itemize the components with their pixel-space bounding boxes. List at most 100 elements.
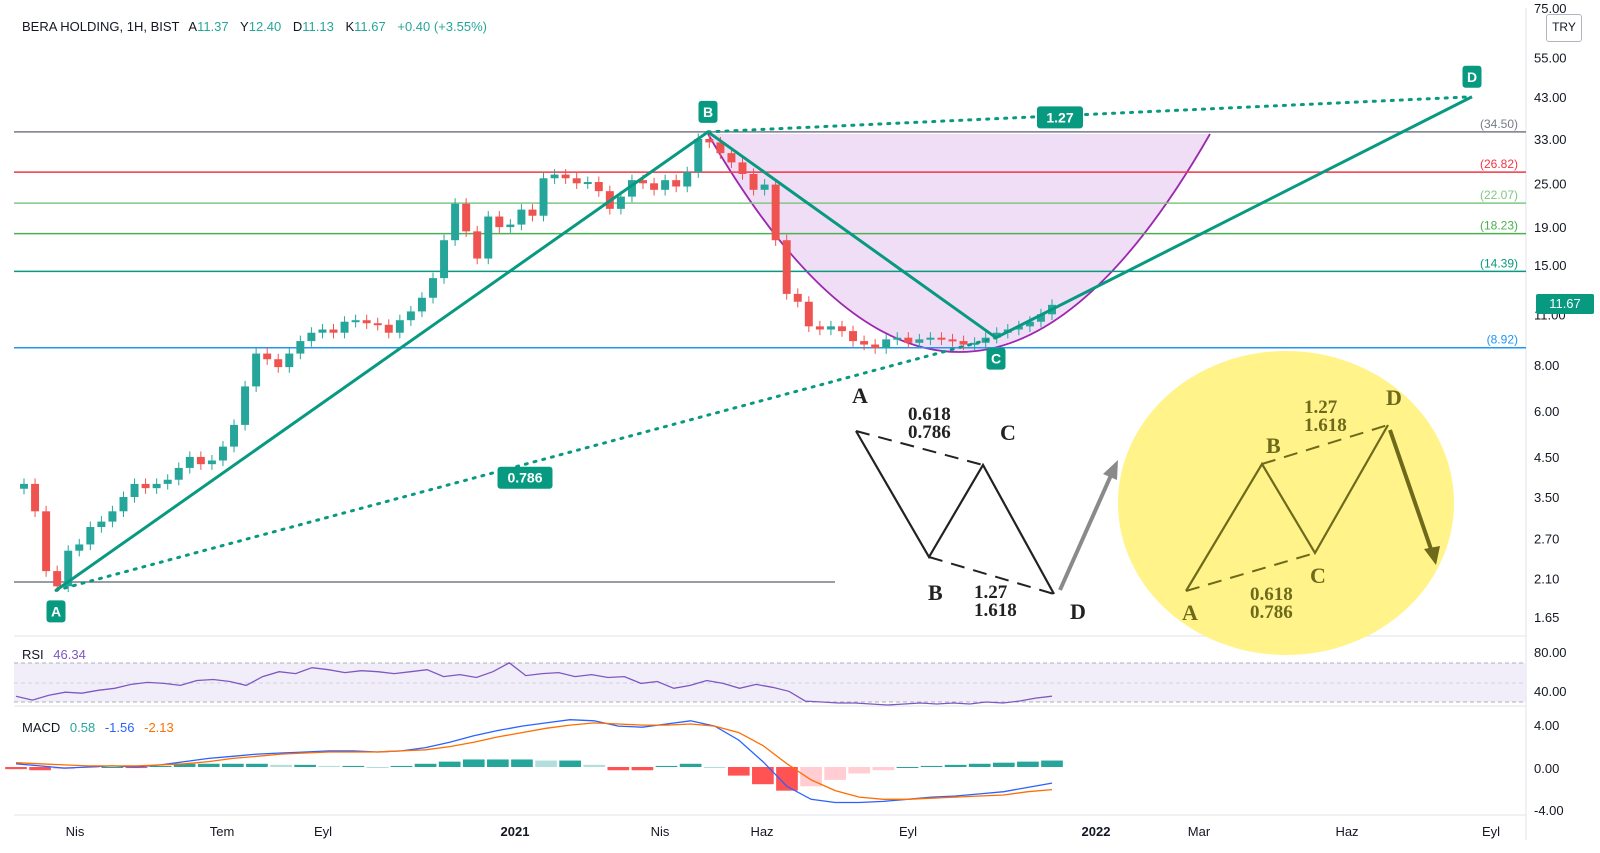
candle-body (716, 142, 725, 154)
x-tick-label: Eyl (899, 824, 917, 839)
fib-level-label: (26.82) (1480, 157, 1518, 171)
currency-box[interactable]: TRY (1546, 14, 1582, 42)
macd-histogram-bar (390, 765, 413, 767)
candle-body (119, 497, 128, 512)
schematic-black-label-b: B (928, 580, 943, 605)
rsi-legend[interactable]: RSI 46.34 (22, 647, 92, 662)
candle-body (329, 329, 338, 333)
candle-body (384, 324, 393, 333)
schematic-black-zigzag (855, 430, 1055, 595)
candle-body (252, 353, 261, 387)
bd-ratio-line (706, 95, 1474, 134)
candle-body (141, 483, 150, 489)
macd-histogram-bar (414, 763, 437, 767)
candle-body (594, 182, 603, 192)
candle-body (395, 320, 404, 333)
harmonic-pattern: A B C D 1.27 0.786 (46, 65, 1482, 623)
macd-histogram-bar (462, 759, 485, 767)
candle-body (661, 180, 670, 190)
macd-histogram-bar (968, 763, 991, 767)
schematic-black-label-d: D (1070, 599, 1086, 624)
candle-body (539, 178, 548, 216)
candle-body (340, 321, 349, 333)
candle-body (893, 337, 902, 340)
x-tick-label: 2022 (1082, 824, 1111, 839)
y-tick-label: 4.50 (1534, 450, 1559, 465)
candle-body (937, 337, 946, 340)
macd-histogram-bar (487, 759, 509, 767)
y-tick-label: 43.00 (1534, 90, 1567, 105)
candle-body (771, 184, 780, 241)
macd-tick-minus4: -4.00 (1534, 803, 1564, 818)
macd-histogram-bar (1041, 760, 1063, 767)
macd-histogram-bar (583, 764, 606, 767)
fib-level-label: (14.39) (1480, 256, 1518, 270)
candle-body (417, 297, 426, 312)
macd-legend[interactable]: MACD 0.58 -1.56 -2.13 (22, 720, 180, 735)
y-tick-label: 33.00 (1534, 132, 1567, 147)
candle-body (462, 203, 471, 232)
candle-body (440, 240, 449, 279)
candle-body (882, 339, 891, 349)
change-value: +0.40 (+3.55%) (397, 19, 487, 34)
candle-body (451, 203, 460, 241)
symbol-title[interactable]: BERA HOLDING, 1H, BIST (22, 19, 180, 34)
candle-body (296, 341, 305, 354)
schematic-yellow-label-c: C (1310, 563, 1326, 588)
candle-body (517, 209, 526, 225)
close-label: K (345, 19, 355, 34)
rsi-tick-80: 80.00 (1534, 645, 1567, 660)
candle-body (583, 182, 592, 185)
candle-body (86, 527, 95, 545)
macd-histogram-bar (535, 760, 557, 767)
candle-body (1014, 326, 1023, 330)
candle-body (473, 231, 482, 259)
candle-body (185, 456, 194, 468)
candle-body (285, 353, 294, 368)
candle-body (804, 301, 813, 327)
candle-body (373, 323, 382, 326)
x-tick-label: Haz (750, 824, 773, 839)
y-tick-label: 19.00 (1534, 220, 1567, 235)
schematic-black-ratio-127: 1.27 (974, 582, 1008, 603)
high-value: 12.40 (248, 19, 282, 34)
rsi-value: 46.34 (53, 647, 86, 662)
macd-histogram-bar (366, 767, 389, 768)
y-tick-label: 55.00 (1534, 50, 1567, 65)
candle-body (108, 511, 117, 522)
candle-body (362, 320, 371, 324)
macd-title: MACD (22, 720, 61, 735)
candle-body (1036, 314, 1045, 322)
candle-body (64, 550, 73, 587)
candle-body (528, 209, 537, 216)
candle-body (75, 544, 84, 551)
x-tick-label: Mar (1188, 824, 1211, 839)
time-axis[interactable]: Nis Tem Eyl 2021 Nis Haz Eyl 2022 Mar Haz Eyl (66, 824, 1501, 839)
macd-hist-value: 0.58 (69, 720, 96, 735)
macd-line-value: -1.56 (104, 720, 135, 735)
schematic-yellow-label-a: A (1182, 600, 1198, 625)
point-c-badge (986, 347, 1006, 370)
macd-histogram-bar (824, 767, 847, 780)
high-label: Y (240, 19, 249, 34)
rsi-tick-40: 40.00 (1534, 684, 1567, 699)
schematic-black-arrow (1058, 472, 1114, 591)
point-b-badge-text: B (703, 104, 713, 120)
candle-body (20, 483, 28, 489)
candle-body (705, 138, 714, 143)
signal-line (15, 722, 1053, 800)
macd-histogram-bar (294, 764, 316, 767)
point-d-badge-text: D (1467, 69, 1477, 85)
ratio-0786-badge (497, 466, 553, 489)
candle-body (196, 456, 205, 465)
candle-body (970, 342, 979, 345)
schematic-yellow-ratio-127: 1.27 (1304, 397, 1338, 418)
schematic-black-arrowhead (1103, 460, 1118, 480)
candle-body (495, 216, 504, 228)
x-tick-label: Eyl (1482, 824, 1500, 839)
candle-body (738, 162, 747, 174)
macd-histogram-bar (944, 764, 967, 767)
candle-body (760, 184, 769, 190)
candle-body (826, 326, 835, 330)
